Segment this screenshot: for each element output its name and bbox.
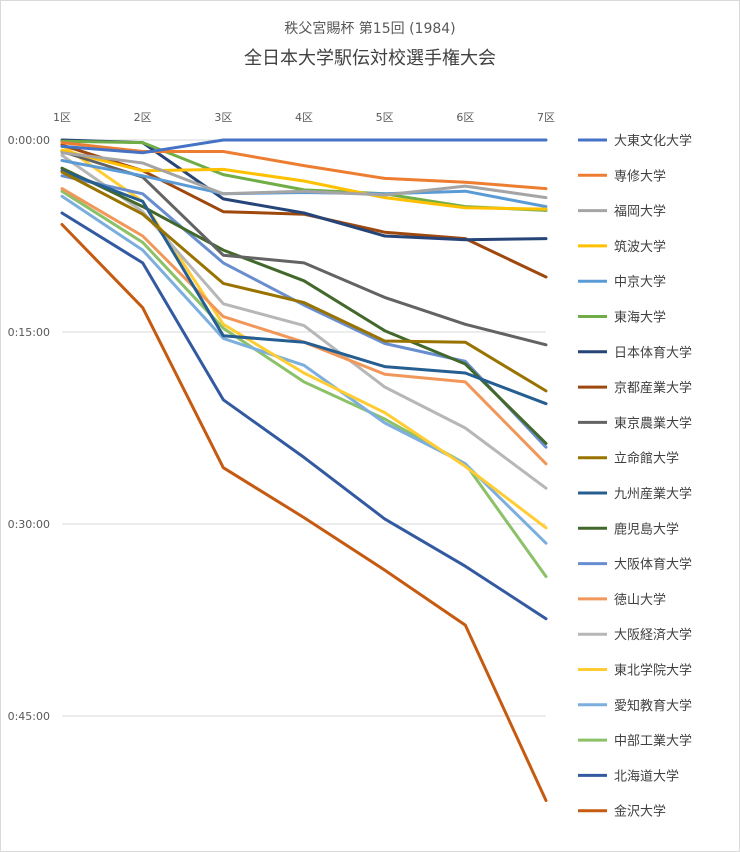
legend-label: 大東文化大学 — [614, 133, 692, 149]
legend-label: 愛知教育大学 — [614, 698, 692, 714]
legend-label: 中部工業大学 — [614, 733, 692, 749]
x-tick-label: 7区 — [537, 111, 555, 124]
series-line — [60, 170, 548, 393]
y-axis-ticks: 0:00:00 0:15:00 0:30:00 0:45:00 — [8, 134, 50, 723]
legend-label: 専修大学 — [614, 168, 666, 184]
legend-label: 大阪経済大学 — [614, 627, 692, 643]
series-line — [60, 148, 548, 211]
chart-title: 全日本大学駅伝対校選手権大会 — [244, 48, 496, 69]
series-line — [60, 138, 548, 155]
legend-label: 九州産業大学 — [614, 486, 692, 502]
series-line — [60, 153, 548, 490]
x-tick-label: 6区 — [456, 111, 474, 124]
y-tick-label: 0:30:00 — [8, 518, 50, 531]
x-tick-label: 2区 — [134, 111, 152, 124]
legend: 大東文化大学専修大学福岡大学筑波大学中京大学東海大学日本体育大学京都産業大学東京… — [578, 133, 692, 820]
series-line — [60, 166, 548, 445]
x-tick-label: 4区 — [295, 111, 313, 124]
legend-label: 京都産業大学 — [614, 380, 692, 396]
x-axis-ticks: 1区 2区 3区 4区 5区 6区 7区 — [53, 111, 555, 124]
legend-label: 筑波大学 — [614, 239, 666, 255]
y-tick-label: 0:00:00 — [8, 134, 50, 147]
x-tick-label: 3区 — [214, 111, 232, 124]
legend-label: 北海道大学 — [614, 768, 679, 784]
y-tick-label: 0:45:00 — [8, 710, 50, 723]
x-tick-label: 5区 — [376, 111, 394, 124]
legend-label: 鹿児島大学 — [614, 521, 679, 537]
series-line — [60, 194, 548, 545]
series-line — [60, 174, 548, 449]
legend-label: 東北学院大学 — [614, 663, 692, 679]
series-line — [60, 151, 548, 200]
legend-label: 金沢大学 — [614, 804, 666, 820]
legend-label: 東京農業大学 — [614, 415, 692, 431]
legend-label: 徳山大学 — [614, 592, 666, 608]
chart-subtitle: 秩父宮賜杯 第15回 (1984) — [284, 21, 456, 37]
legend-label: 中京大学 — [614, 274, 666, 290]
series-line — [60, 211, 548, 621]
series-line — [60, 169, 548, 406]
gridlines — [62, 139, 546, 717]
legend-label: 福岡大学 — [614, 204, 666, 220]
series-lines — [60, 138, 548, 802]
legend-label: 日本体育大学 — [614, 345, 692, 361]
legend-label: 大阪体育大学 — [614, 557, 692, 573]
y-tick-label: 0:15:00 — [8, 326, 50, 339]
legend-label: 立命館大学 — [614, 451, 679, 467]
x-tick-label: 1区 — [53, 111, 71, 124]
legend-label: 東海大学 — [614, 310, 666, 326]
series-line — [60, 223, 548, 802]
